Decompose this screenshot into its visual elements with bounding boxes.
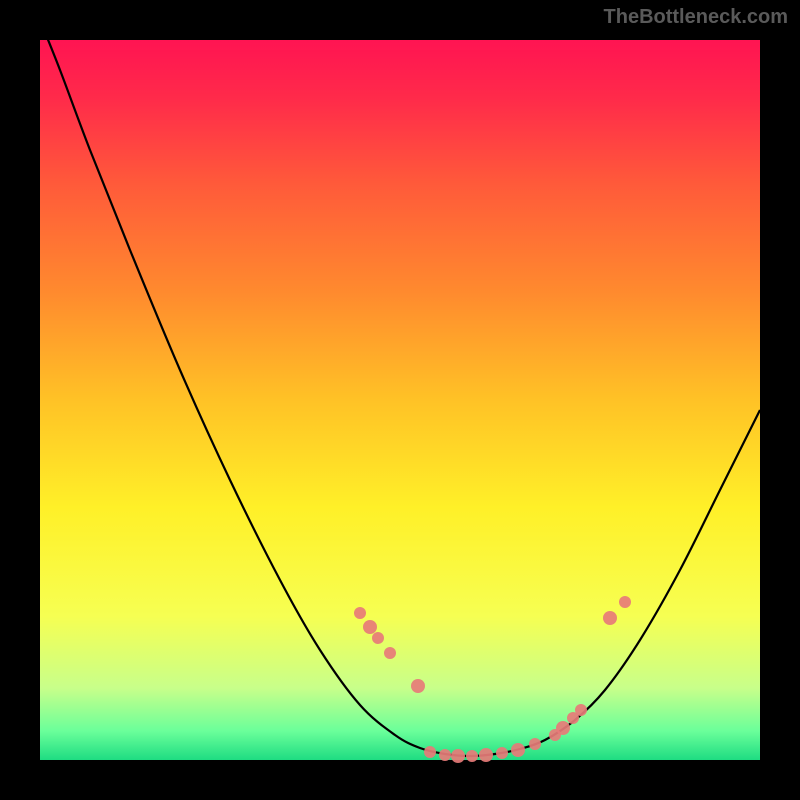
data-marker xyxy=(411,679,425,693)
data-marker xyxy=(439,749,451,761)
data-marker xyxy=(451,749,465,763)
data-marker xyxy=(363,620,377,634)
data-marker xyxy=(603,611,617,625)
data-marker xyxy=(479,748,493,762)
data-marker xyxy=(556,721,570,735)
data-marker xyxy=(466,750,478,762)
data-marker xyxy=(424,746,436,758)
data-marker xyxy=(354,607,366,619)
data-marker xyxy=(529,738,541,750)
data-marker xyxy=(372,632,384,644)
data-marker xyxy=(384,647,396,659)
plot-gradient-background xyxy=(40,40,760,760)
chart-container: TheBottleneck.com xyxy=(0,0,800,800)
data-marker xyxy=(575,704,587,716)
data-marker xyxy=(511,743,525,757)
watermark-text: TheBottleneck.com xyxy=(604,6,788,29)
data-marker xyxy=(496,747,508,759)
data-marker xyxy=(619,596,631,608)
chart-svg xyxy=(0,0,800,800)
